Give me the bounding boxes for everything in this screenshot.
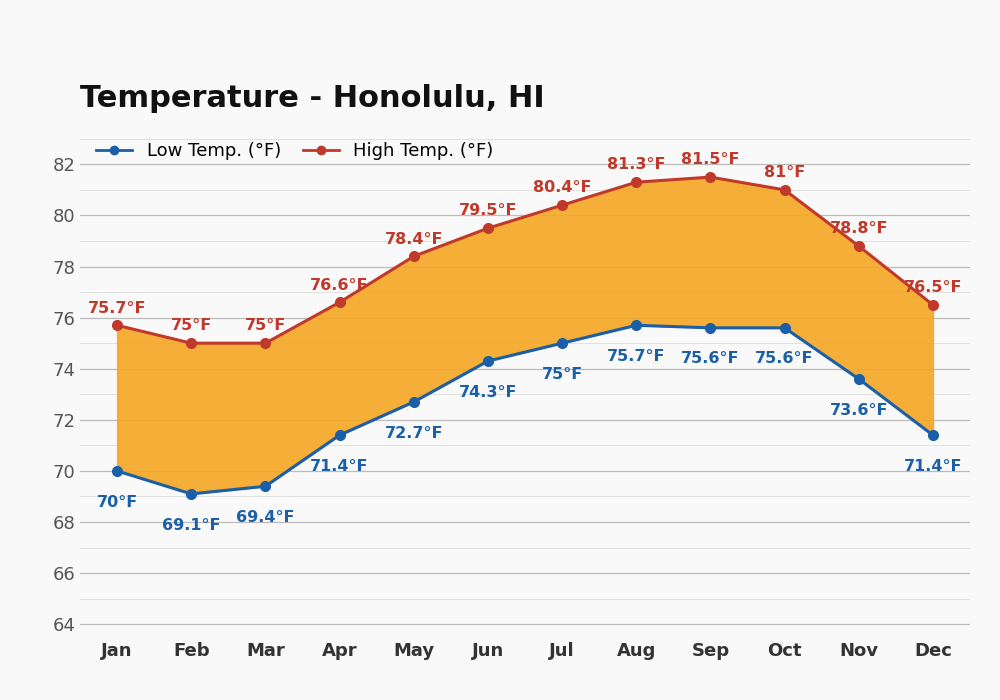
Text: 71.4°F: 71.4°F (904, 458, 962, 474)
High Temp. (°F) (334, 298, 346, 307)
Text: 70°F: 70°F (96, 494, 138, 510)
Text: 81.5°F: 81.5°F (681, 153, 740, 167)
Text: 75°F: 75°F (171, 318, 212, 333)
Text: 75°F: 75°F (245, 318, 286, 333)
Low Temp. (°F) (927, 431, 939, 440)
High Temp. (°F) (408, 252, 420, 260)
Text: 78.8°F: 78.8°F (829, 221, 888, 237)
High Temp. (°F) (779, 186, 791, 194)
Text: 75.7°F: 75.7°F (88, 300, 146, 316)
Low Temp. (°F) (259, 482, 271, 491)
Line: High Temp. (°F): High Temp. (°F) (112, 172, 938, 348)
High Temp. (°F) (853, 242, 865, 251)
Text: 79.5°F: 79.5°F (459, 204, 517, 218)
High Temp. (°F) (704, 173, 716, 181)
Text: 76.5°F: 76.5°F (904, 280, 962, 295)
Low Temp. (°F) (111, 467, 123, 475)
Text: 78.4°F: 78.4°F (384, 232, 443, 246)
Low Temp. (°F) (482, 357, 494, 365)
Text: 81°F: 81°F (764, 165, 805, 180)
Low Temp. (°F) (408, 398, 420, 406)
Text: 75°F: 75°F (541, 367, 583, 382)
Low Temp. (°F) (630, 321, 642, 330)
High Temp. (°F) (927, 301, 939, 309)
Low Temp. (°F) (185, 490, 197, 498)
Legend: Low Temp. (°F), High Temp. (°F): Low Temp. (°F), High Temp. (°F) (89, 135, 501, 167)
Line: Low Temp. (°F): Low Temp. (°F) (112, 321, 938, 499)
Text: 75.7°F: 75.7°F (607, 349, 666, 364)
High Temp. (°F) (259, 339, 271, 347)
High Temp. (°F) (630, 178, 642, 186)
Text: 74.3°F: 74.3°F (459, 385, 517, 400)
Text: Temperature - Honolulu, HI: Temperature - Honolulu, HI (80, 83, 545, 113)
High Temp. (°F) (482, 224, 494, 232)
Text: 71.4°F: 71.4°F (310, 458, 369, 474)
Text: 75.6°F: 75.6°F (755, 351, 814, 367)
Text: 76.6°F: 76.6°F (310, 278, 369, 293)
Text: 80.4°F: 80.4°F (533, 181, 591, 195)
High Temp. (°F) (556, 201, 568, 209)
Low Temp. (°F) (853, 374, 865, 383)
High Temp. (°F) (111, 321, 123, 330)
High Temp. (°F) (185, 339, 197, 347)
Low Temp. (°F) (334, 431, 346, 440)
Text: 75.6°F: 75.6°F (681, 351, 740, 367)
Low Temp. (°F) (556, 339, 568, 347)
Text: 81.3°F: 81.3°F (607, 158, 666, 172)
Text: 69.4°F: 69.4°F (236, 510, 295, 525)
Text: 72.7°F: 72.7°F (384, 426, 443, 440)
Low Temp. (°F) (704, 323, 716, 332)
Text: 73.6°F: 73.6°F (829, 402, 888, 418)
Text: 69.1°F: 69.1°F (162, 517, 220, 533)
Low Temp. (°F) (779, 323, 791, 332)
